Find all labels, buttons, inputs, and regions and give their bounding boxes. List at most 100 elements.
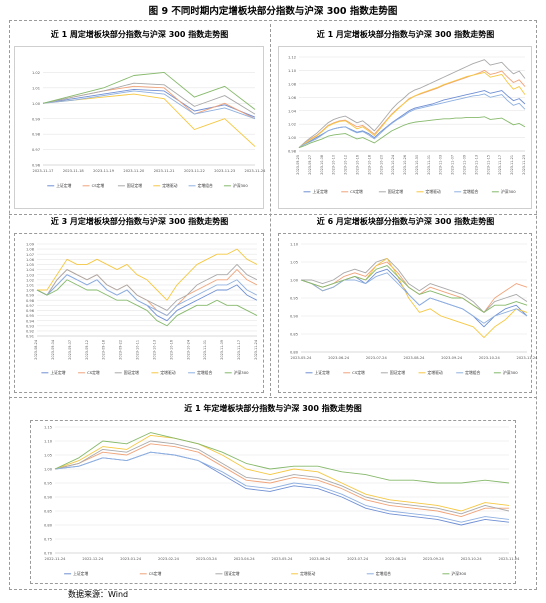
legend-label: 定增驱动 xyxy=(300,571,315,576)
chart-title-1w: 近 1 周定增板块部分指数与沪深 300 指数走势图 xyxy=(50,30,229,39)
x-tick-label: 2023-06-24 xyxy=(328,356,350,360)
panel-divider-vertical xyxy=(270,24,271,396)
x-tick-label: 2023-11-09 xyxy=(220,340,224,360)
y-tick-label: 0.94 xyxy=(26,319,35,323)
x-tick-label: 2023-11-13 xyxy=(474,155,478,175)
x-tick-label: 2023-01-24 xyxy=(120,557,142,561)
x-tick-label: 2023-05-24 xyxy=(272,557,294,561)
series-line xyxy=(298,71,526,149)
x-tick-label: 2023-11-21 xyxy=(154,169,175,173)
x-tick-label: 2023-10-30 xyxy=(415,155,419,175)
legend-label: 沪深300 xyxy=(233,183,248,188)
source-note: 数据来源：Wind xyxy=(68,590,129,599)
x-tick-label: 2023-09-25 xyxy=(296,155,300,175)
legend-label: 沪深300 xyxy=(234,370,249,375)
x-tick-label: 2023-11-17 xyxy=(498,155,502,175)
y-tick-label: 1.05 xyxy=(44,454,52,458)
panel-divider-bottom xyxy=(9,397,537,398)
series-line xyxy=(42,71,256,110)
legend-label: 定增组合 xyxy=(198,183,213,188)
x-tick-label: 2023-04-24 xyxy=(234,557,256,561)
x-tick-label: 2023-09-24 xyxy=(423,557,445,561)
y-tick-label: 1.00 xyxy=(288,136,297,140)
legend-label: 定增驱动 xyxy=(428,370,443,375)
x-tick-label: 2023-11-22 xyxy=(184,169,205,173)
series-line xyxy=(54,432,510,484)
y-tick-label: 0.80 xyxy=(44,524,53,528)
x-tick-label: 2023-10-20 xyxy=(379,155,383,175)
x-tick-label: 2023-03-24 xyxy=(196,557,218,561)
chart-1m: 0.98 1.00 1.02 1.04 1.06 1.08 1.10 1.12 2023-09-… xyxy=(278,46,532,209)
x-tick-label: 2023-11-21 xyxy=(510,155,514,175)
chart-title-1m: 近 1 月定增板块部分指数与沪深 300 指数走势图 xyxy=(316,30,495,39)
figure-title: 图 9 不同时期内定增板块部分指数与沪深 300 指数走势图 xyxy=(148,6,398,17)
legend-label: 沪深300 xyxy=(503,370,518,375)
y-tick-label: 0.97 xyxy=(32,148,40,152)
x-tick-label: 2023-10-10 xyxy=(332,155,336,175)
y-tick-label: 1.00 xyxy=(290,279,299,283)
chart-1w-svg: 0.96 0.97 0.98 0.99 1.00 1.01 1.02 2023-11-17 20… xyxy=(32,71,267,188)
x-tick-label: 2022-12-24 xyxy=(82,557,104,561)
legend-label: 上证定增 xyxy=(56,183,71,188)
x-tick-label: 2023-11-24 xyxy=(245,169,267,173)
y-tick-label: 0.99 xyxy=(26,294,35,298)
y-tick-label: 1.06 xyxy=(26,258,35,262)
x-tick-label: 2023-11-17 xyxy=(33,169,54,173)
chart-1y-svg: 0.70 0.75 0.80 0.85 0.90 0.95 1.00 1.05 1.10 1.15… xyxy=(44,426,520,576)
x-tick-label: 2023-11-01 xyxy=(427,155,431,175)
y-tick-label: 0.98 xyxy=(26,299,35,303)
y-tick-label: 0.96 xyxy=(26,309,35,313)
x-tick-label: 2023-07-24 xyxy=(347,557,369,561)
legend-label: 上证定增 xyxy=(313,189,328,194)
y-tick-label: 1.01 xyxy=(26,283,34,287)
y-tick-label: 0.99 xyxy=(32,117,41,121)
x-tick-label: 2023-09-12 xyxy=(85,340,89,360)
x-tick-label: 2023-05-24 xyxy=(291,356,313,360)
legend-label: 上证定增 xyxy=(50,370,65,375)
x-tick-label: 2023-10-18 xyxy=(367,155,371,175)
x-tick-label: 2023-10-16 xyxy=(169,340,173,360)
legend-label: CS定增 xyxy=(149,571,162,576)
x-tick-label: 2023-11-18 xyxy=(63,169,85,173)
series-line xyxy=(42,82,256,115)
x-tick-label: 2023-11-17 xyxy=(237,340,241,360)
y-tick-label: 0.80 xyxy=(290,351,299,355)
y-tick-label: 0.95 xyxy=(26,314,34,318)
y-tick-label: 0.90 xyxy=(290,315,299,319)
y-tick-label: 0.91 xyxy=(26,335,34,339)
y-tick-label: 1.03 xyxy=(26,273,34,277)
x-tick-label: 2023-09-22 xyxy=(119,340,123,360)
y-tick-label: 0.96 xyxy=(32,164,41,168)
y-tick-label: 0.85 xyxy=(290,333,298,337)
series-line xyxy=(54,440,510,515)
x-tick-label: 2023-10-12 xyxy=(344,155,348,175)
chart-3m: 0.91 0.92 0.93 0.94 0.95 0.96 0.97 0.98 0.99 1.00… xyxy=(14,233,264,393)
x-tick-label: 2023-06-24 xyxy=(309,557,331,561)
x-tick-label: 2023-10-16 xyxy=(355,155,359,175)
y-tick-label: 1.00 xyxy=(26,289,35,293)
legend-label: 沪深300 xyxy=(451,571,466,576)
y-tick-label: 1.04 xyxy=(26,268,35,272)
y-tick-label: 0.95 xyxy=(44,482,52,486)
series-line xyxy=(54,443,509,518)
x-tick-label: 2023-11-19 xyxy=(93,169,115,173)
legend-label: 定增驱动 xyxy=(162,183,177,188)
y-tick-label: 0.95 xyxy=(290,297,298,301)
x-tick-label: 2023-09-27 xyxy=(308,155,312,175)
chart-title-6m: 近 6 月定增板块部分指数与沪深 300 指数走势图 xyxy=(316,217,495,226)
legend-label: 定增组合 xyxy=(463,189,478,194)
x-tick-label: 2023-10-24 xyxy=(479,356,501,360)
y-tick-label: 1.10 xyxy=(288,69,297,73)
series-line xyxy=(54,434,510,512)
series-line xyxy=(300,272,528,324)
legend-label: CS定增 xyxy=(352,370,365,375)
legend-label: 上证定增 xyxy=(73,571,88,576)
chart-6m-svg: 0.80 0.85 0.90 0.95 1.00 1.05 1.10 2023-05-24 20… xyxy=(290,243,538,375)
x-tick-label: 2023-10-24 xyxy=(391,155,395,175)
x-tick-label: 2023-10-24 xyxy=(461,557,483,561)
x-tick-label: 2023-07-24 xyxy=(366,356,388,360)
y-tick-label: 1.01 xyxy=(32,86,40,90)
series-line xyxy=(54,451,510,523)
series-line xyxy=(298,93,526,149)
legend-label: 上证定增 xyxy=(315,370,330,375)
